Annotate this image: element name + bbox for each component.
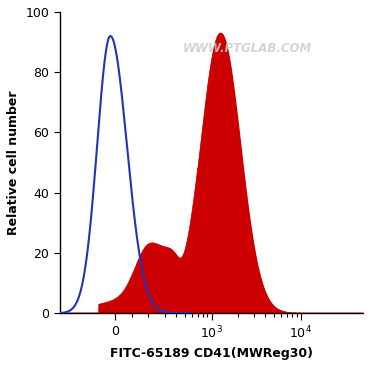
Y-axis label: Relative cell number: Relative cell number xyxy=(7,90,20,235)
X-axis label: FITC-65189 CD41(MWReg30): FITC-65189 CD41(MWReg30) xyxy=(110,347,313,360)
Text: WWW.PTGLAB.COM: WWW.PTGLAB.COM xyxy=(183,41,312,55)
